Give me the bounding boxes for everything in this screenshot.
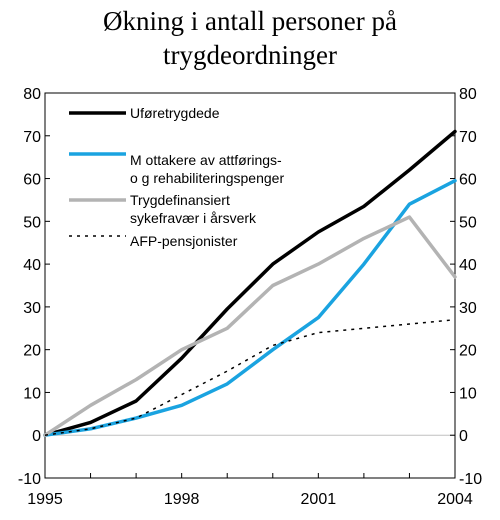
chart-title: Økning i antall personer på trygdeordnin… <box>0 4 500 72</box>
series-line-1 <box>43 129 457 437</box>
y-tick-label-right: 60 <box>459 172 477 189</box>
y-tick-label-right: 30 <box>459 300 477 317</box>
axes: -10 -10 0 0 10 10 20 20 30 30 40 40 50 50 60 60 70 70 80 80… <box>18 86 482 508</box>
y-tick-label-left: 70 <box>23 129 41 146</box>
series-line-2 <box>43 178 457 437</box>
y-tick-label-left: 10 <box>23 385 41 402</box>
x-tick-label: 2004 <box>437 491 473 508</box>
y-tick-label-right: 20 <box>459 343 477 360</box>
y-tick-label-right: -10 <box>459 471 482 488</box>
y-tick-label-left: 20 <box>23 343 41 360</box>
y-tick-label-right: 80 <box>459 86 477 103</box>
y-tick-label-right: 40 <box>459 257 477 274</box>
legend-label-3: Trygdefinansiert <box>130 192 230 208</box>
chart-title-line-2: trygdeordninger <box>163 40 337 70</box>
series-line-3 <box>43 215 457 437</box>
series-line-4 <box>44 318 456 436</box>
y-tick-label-right: 10 <box>459 385 477 402</box>
legend: Uføretrygdede M ottakere av attførings-o … <box>69 105 284 249</box>
y-tick-label-left: 60 <box>23 172 41 189</box>
y-tick-label-left: 30 <box>23 300 41 317</box>
x-tick-label: 2001 <box>301 491 337 508</box>
plot-frame <box>44 92 456 479</box>
x-tick-label: 1998 <box>164 491 200 508</box>
x-tick-label: 1995 <box>27 491 63 508</box>
y-tick-label-right: 0 <box>459 428 468 445</box>
y-tick-label-left: 0 <box>32 428 41 445</box>
legend-label-4: AFP-pensjonister <box>130 233 238 249</box>
legend-label-3: sykefravær i årsverk <box>130 210 257 226</box>
y-tick-label-left: 50 <box>23 214 41 231</box>
chart-title-line-1: Økning i antall personer på <box>103 6 397 36</box>
y-tick-label-right: 50 <box>459 214 477 231</box>
y-tick-label-left: 40 <box>23 257 41 274</box>
legend-label-2: M ottakere av attførings- <box>130 152 282 168</box>
y-tick-label-right: 70 <box>459 129 477 146</box>
y-tick-label-left: -10 <box>18 471 41 488</box>
legend-label-1: Uføretrygdede <box>130 105 220 121</box>
legend-label-2: o g rehabiliteringspenger <box>130 170 284 186</box>
series-lines <box>43 129 457 437</box>
y-tick-label-left: 80 <box>23 86 41 103</box>
